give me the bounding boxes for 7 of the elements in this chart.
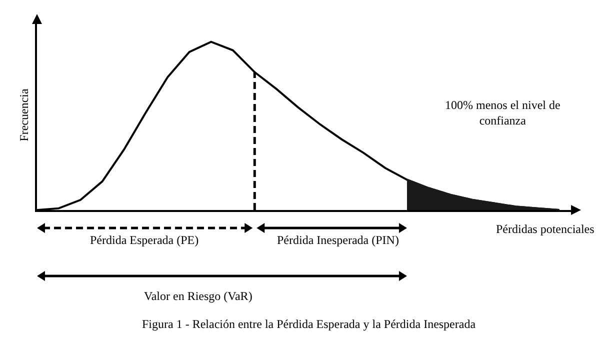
x-axis-title: Pérdidas potenciales [496, 222, 595, 236]
text: Valor en Riesgo (VaR) [144, 289, 252, 303]
annotation: 100% menos el nivel de confianza [445, 98, 560, 128]
y-axis-title: Frecuencia [16, 88, 31, 142]
text: Figura 1 - Relación entre la Pérdida Esperada y la Pérdida Inesperada [142, 317, 476, 331]
text: Pérdida Esperada (PE) [90, 233, 199, 247]
text: Pérdida Inesperada (PIN) [277, 233, 399, 247]
